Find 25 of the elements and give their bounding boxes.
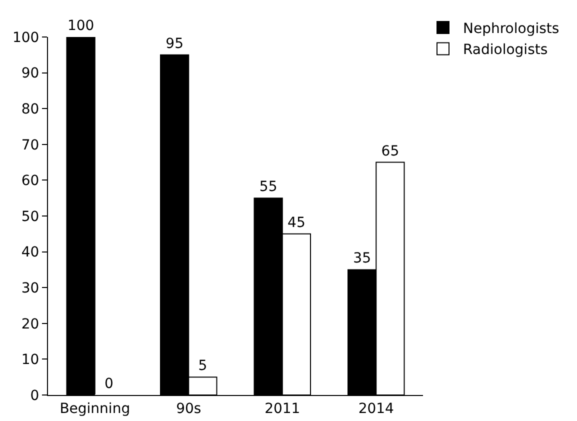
y-tick-label: 80 — [21, 102, 40, 118]
y-tick-label: 100 — [12, 30, 40, 46]
legend-label: Radiologists — [463, 42, 548, 58]
data-label: 95 — [166, 36, 184, 52]
x-tick-label: 2014 — [358, 400, 394, 417]
y-tick-label: 40 — [21, 244, 40, 261]
data-label: 65 — [381, 143, 400, 160]
y-tick-label: 30 — [21, 280, 40, 296]
y-tick-label: 90 — [21, 66, 40, 82]
data-label: 5 — [198, 358, 208, 374]
data-label: 0 — [104, 376, 114, 392]
y-tick-label: 20 — [21, 316, 40, 332]
data-label: 100 — [67, 18, 94, 34]
y-tick-label: 50 — [21, 208, 40, 225]
y-tick-label: 70 — [21, 137, 40, 154]
x-tick-label: 90s — [176, 400, 202, 417]
x-tick-label: Beginning — [60, 400, 130, 417]
data-label: 55 — [259, 179, 278, 196]
x-tick-label: 2011 — [264, 400, 300, 417]
data-label: 35 — [353, 250, 371, 267]
y-tick-label: 0 — [30, 388, 40, 404]
y-tick-label: 10 — [21, 352, 40, 368]
y-tick-label: 60 — [21, 173, 40, 190]
legend-label: Nephrologists — [463, 21, 560, 37]
data-label: 45 — [288, 214, 306, 231]
